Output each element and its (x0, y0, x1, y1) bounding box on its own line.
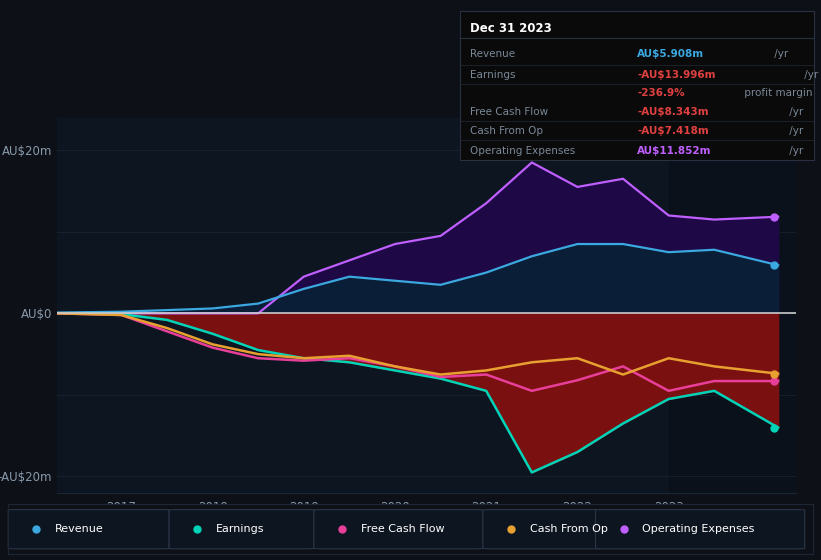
Text: -AU$8.343m: -AU$8.343m (637, 107, 709, 117)
Text: -AU$7.418m: -AU$7.418m (637, 127, 709, 137)
Text: Operating Expenses: Operating Expenses (642, 524, 754, 534)
Bar (668, 118, 796, 493)
FancyBboxPatch shape (595, 510, 805, 549)
Text: AU$11.852m: AU$11.852m (637, 146, 712, 156)
Text: /yr: /yr (771, 49, 788, 59)
Text: /yr: /yr (786, 107, 803, 117)
Text: AU$5.908m: AU$5.908m (637, 49, 704, 59)
Text: Earnings: Earnings (470, 70, 516, 80)
Text: Revenue: Revenue (55, 524, 103, 534)
FancyBboxPatch shape (8, 510, 169, 549)
Text: Free Cash Flow: Free Cash Flow (360, 524, 444, 534)
Text: Free Cash Flow: Free Cash Flow (470, 107, 548, 117)
FancyBboxPatch shape (483, 510, 603, 549)
Text: Cash From Op: Cash From Op (470, 127, 544, 137)
Text: Cash From Op: Cash From Op (530, 524, 608, 534)
Text: Dec 31 2023: Dec 31 2023 (470, 22, 553, 35)
FancyBboxPatch shape (314, 510, 483, 549)
Text: profit margin: profit margin (741, 88, 813, 98)
Text: -236.9%: -236.9% (637, 88, 685, 98)
Text: Operating Expenses: Operating Expenses (470, 146, 576, 156)
Text: Earnings: Earnings (216, 524, 264, 534)
Text: /yr: /yr (786, 127, 803, 137)
Text: -AU$13.996m: -AU$13.996m (637, 70, 716, 80)
Text: Revenue: Revenue (470, 49, 516, 59)
Text: /yr: /yr (786, 146, 803, 156)
FancyBboxPatch shape (169, 510, 314, 549)
Text: /yr: /yr (801, 70, 819, 80)
